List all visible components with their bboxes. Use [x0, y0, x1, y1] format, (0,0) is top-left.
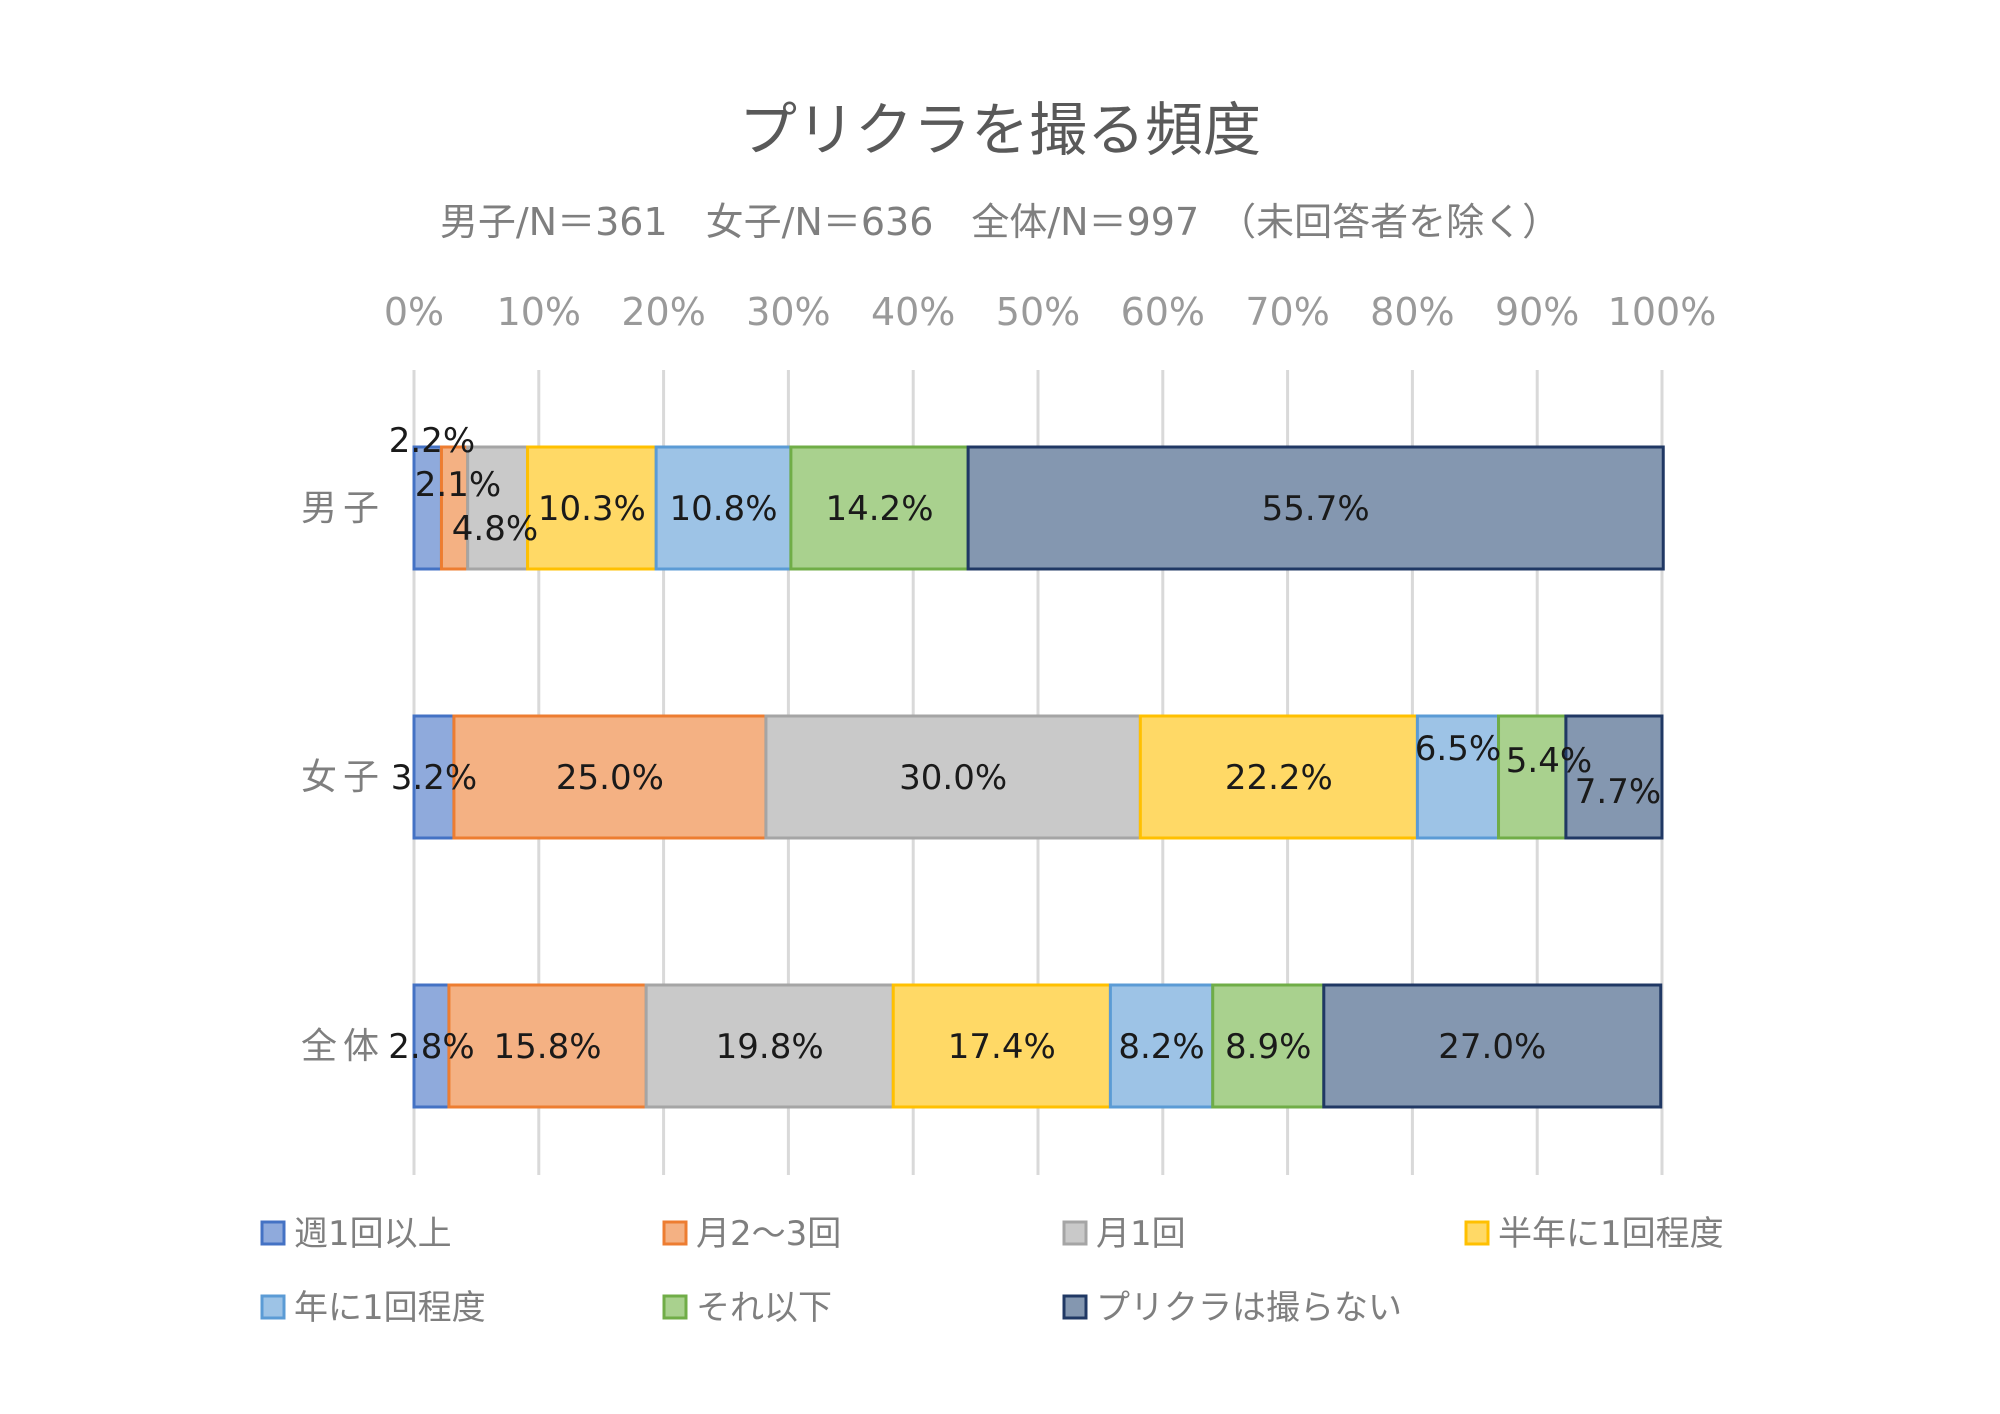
category-label: 全体 [301, 1026, 385, 1067]
data-label: 27.0% [1438, 1027, 1546, 1067]
bar-segment [644, 983, 895, 1109]
legend-label: 半年に1回程度 [1498, 1214, 1724, 1254]
x-tick-label: 50% [996, 290, 1080, 334]
bar-segment [526, 445, 658, 571]
x-tick-label: 90% [1495, 290, 1579, 334]
data-label: 8.9% [1225, 1027, 1311, 1067]
bar-segment [1108, 983, 1215, 1109]
x-tick-label: 70% [1245, 290, 1329, 334]
x-tick-label: 30% [746, 290, 830, 334]
bar-segment [412, 983, 451, 1109]
bar-segment [1564, 714, 1664, 840]
chart-title: プリクラを撮る頻度 [739, 96, 1261, 164]
legend-label: 年に1回程度 [294, 1288, 486, 1328]
data-label: 10.3% [538, 489, 646, 529]
data-label: 7.7% [1575, 772, 1661, 812]
data-labels: 2.2%2.1%4.8% 10.3% 10.8% 14.2% 55.7% 3.2% 25.0… [388, 421, 1661, 1067]
data-label: 17.4% [948, 1027, 1056, 1067]
x-tick-label: 100% [1608, 290, 1717, 334]
x-tick-label: 40% [871, 290, 955, 334]
legend-label: 月2～3回 [696, 1214, 841, 1254]
data-label: 3.2% [391, 758, 477, 798]
legend-label: 週1回以上 [294, 1214, 452, 1254]
legend-swatch [1062, 1220, 1088, 1246]
data-label: 8.2% [1118, 1027, 1204, 1067]
category-label: 男子 [301, 488, 385, 529]
legend-swatch [1062, 1294, 1088, 1320]
x-tick-label: 0% [384, 290, 444, 334]
data-label: 2.2% [389, 421, 475, 461]
bar-segment [412, 445, 443, 571]
bar-segment [1138, 714, 1419, 840]
bar-segment [764, 714, 1142, 840]
bar-segment [789, 445, 970, 571]
data-label: 25.0% [556, 758, 664, 798]
legend-label: それ以下 [696, 1288, 832, 1328]
bar-segment [447, 983, 648, 1109]
data-label: 2.8% [388, 1027, 474, 1067]
bar-segment [966, 445, 1665, 571]
category-label: 女子 [301, 757, 385, 798]
x-tick-label: 10% [497, 290, 581, 334]
x-tick-label: 60% [1121, 290, 1205, 334]
bar-segment [1322, 983, 1663, 1109]
bar-segments [412, 445, 1665, 1109]
legend-swatch [662, 1294, 688, 1320]
chart-subtitle: 男子/N＝361 女子/N＝636 全体/N＝997 （未回答者を除く） [440, 200, 1560, 244]
x-tick-label: 20% [621, 290, 705, 334]
bar-segment [1415, 714, 1501, 840]
data-label: 4.8% [452, 509, 538, 549]
data-label: 6.5% [1415, 729, 1501, 769]
bar-segment [654, 445, 793, 571]
data-label: 10.8% [669, 489, 777, 529]
data-label: 15.8% [494, 1027, 602, 1067]
data-label: 55.7% [1262, 489, 1370, 529]
bar-segment [1497, 714, 1568, 840]
data-label: 19.8% [716, 1027, 824, 1067]
legend-swatch [1464, 1220, 1490, 1246]
legend-label: 月1回 [1096, 1214, 1186, 1254]
x-axis-ticks: 0% 10% 20% 30% 40% 50% 60% 70% 80% 90% 100% [384, 290, 1716, 334]
data-label: 22.2% [1225, 758, 1333, 798]
data-label: 30.0% [899, 758, 1007, 798]
data-label: 5.4% [1506, 741, 1592, 781]
legend-swatch [260, 1220, 286, 1246]
bar-segment [452, 714, 768, 840]
bar-segment [1211, 983, 1326, 1109]
legend-swatch [662, 1220, 688, 1246]
legend-swatch [260, 1294, 286, 1320]
data-label: 2.1% [415, 465, 501, 505]
x-tick-label: 80% [1370, 290, 1454, 334]
bar-segment [891, 983, 1112, 1109]
data-label: 14.2% [825, 489, 933, 529]
legend-label: プリクラは撮らない [1096, 1288, 1402, 1328]
